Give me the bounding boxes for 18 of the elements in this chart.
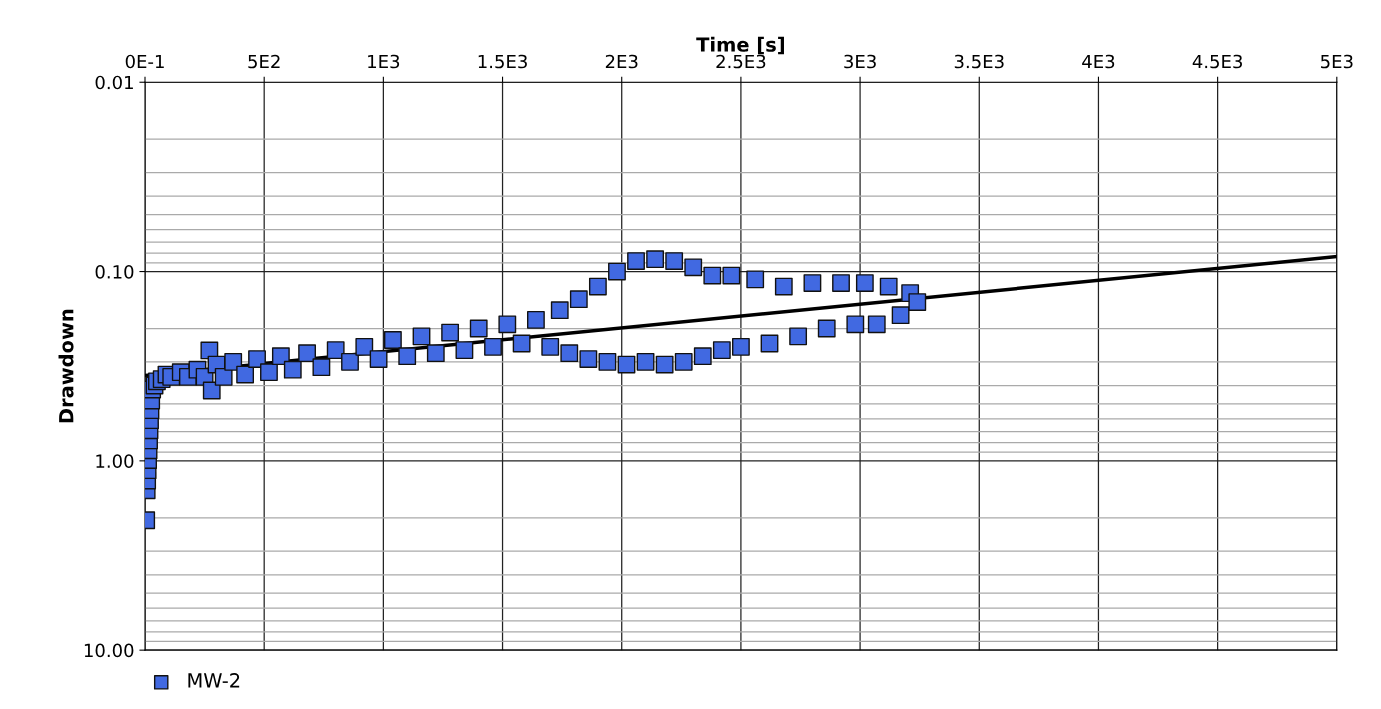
x-tick-label: 3.5E3 [954, 54, 1004, 69]
y-tick-label: 10.00 [84, 643, 134, 658]
x-tick-label: 0E-1 [125, 54, 164, 69]
x-tick-label: 3E3 [844, 54, 876, 69]
y-axis-title: Drawdown [58, 309, 74, 423]
x-tick-label: 1.5E3 [478, 54, 527, 69]
y-tick-label: 1.00 [96, 454, 134, 468]
x-tick-label: 2E3 [605, 54, 638, 69]
x-axis-title: Time [s] [696, 36, 784, 55]
x-tick-label: 4E3 [1082, 54, 1115, 69]
y-tick-label: 0.10 [95, 265, 134, 279]
x-tick-label: 4.5E3 [1192, 54, 1242, 69]
x-tick-label: 2.5E3 [716, 54, 766, 69]
x-tick-label: 5E3 [1321, 54, 1353, 69]
legend-label: MW-2 [188, 673, 240, 688]
x-tick-label: 5E2 [248, 54, 280, 69]
x-tick-label: 1E3 [368, 54, 400, 69]
y-tick-label: 0.01 [95, 75, 133, 90]
